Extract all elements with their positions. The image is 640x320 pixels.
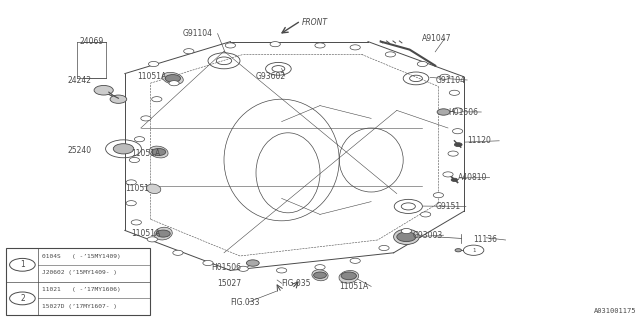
Ellipse shape — [154, 227, 172, 240]
Circle shape — [454, 143, 462, 147]
Circle shape — [276, 268, 287, 273]
Circle shape — [246, 260, 259, 266]
Circle shape — [184, 49, 194, 54]
Circle shape — [448, 151, 458, 156]
Text: FRONT: FRONT — [302, 18, 328, 27]
FancyBboxPatch shape — [6, 248, 150, 315]
Circle shape — [126, 201, 136, 206]
Circle shape — [401, 228, 412, 234]
Ellipse shape — [149, 146, 168, 158]
Circle shape — [417, 61, 428, 67]
Circle shape — [315, 265, 325, 270]
Circle shape — [126, 180, 136, 185]
Circle shape — [156, 230, 170, 237]
Circle shape — [110, 95, 127, 103]
Circle shape — [238, 266, 248, 271]
Circle shape — [350, 45, 360, 50]
Circle shape — [397, 232, 416, 242]
Text: A91047: A91047 — [422, 34, 452, 43]
Circle shape — [341, 272, 356, 280]
Circle shape — [379, 245, 389, 251]
Text: A40810: A40810 — [458, 173, 487, 182]
Text: FIG.033: FIG.033 — [230, 298, 260, 307]
Text: A031001175: A031001175 — [595, 308, 637, 314]
Ellipse shape — [394, 229, 419, 244]
Text: FIG.035: FIG.035 — [282, 279, 311, 288]
Ellipse shape — [147, 184, 161, 194]
Text: 0104S   ( -’15MY1409): 0104S ( -’15MY1409) — [42, 253, 120, 259]
Circle shape — [152, 97, 162, 102]
Circle shape — [452, 129, 463, 134]
Circle shape — [173, 250, 183, 255]
Circle shape — [420, 212, 431, 217]
Text: G91104: G91104 — [182, 29, 212, 38]
Ellipse shape — [312, 270, 328, 281]
Text: 11120: 11120 — [467, 136, 491, 145]
Text: 11051A: 11051A — [138, 72, 167, 81]
Circle shape — [385, 52, 396, 57]
Circle shape — [141, 116, 151, 121]
Text: 15027D (’17MY1607- ): 15027D (’17MY1607- ) — [42, 304, 116, 309]
Circle shape — [129, 157, 140, 163]
Circle shape — [165, 75, 180, 82]
Circle shape — [131, 220, 141, 225]
Ellipse shape — [163, 72, 183, 84]
Text: 24069: 24069 — [80, 37, 104, 46]
Circle shape — [350, 258, 360, 263]
Text: 1: 1 — [20, 260, 25, 269]
Circle shape — [147, 237, 157, 242]
Ellipse shape — [339, 270, 358, 283]
Circle shape — [449, 90, 460, 95]
Text: J20602 (’15MY1409- ): J20602 (’15MY1409- ) — [42, 270, 116, 276]
Text: 11136: 11136 — [474, 236, 498, 244]
Text: 11051A: 11051A — [131, 149, 161, 158]
Circle shape — [455, 249, 461, 252]
Circle shape — [148, 61, 159, 67]
Text: 1: 1 — [472, 248, 476, 253]
Circle shape — [451, 178, 458, 181]
Text: G91104: G91104 — [435, 76, 465, 84]
Text: G9151: G9151 — [435, 202, 460, 211]
Circle shape — [433, 193, 444, 198]
Text: 11051: 11051 — [125, 184, 149, 193]
Circle shape — [225, 43, 236, 48]
Text: 11051A: 11051A — [339, 282, 369, 291]
Circle shape — [314, 272, 326, 278]
Text: G93003: G93003 — [413, 231, 443, 240]
Text: H01506: H01506 — [211, 263, 241, 272]
Text: 25240: 25240 — [67, 146, 92, 155]
Text: 24242: 24242 — [67, 76, 92, 84]
Text: 11021   ( -’17MY1606): 11021 ( -’17MY1606) — [42, 287, 120, 292]
Text: G93602: G93602 — [256, 72, 286, 81]
Text: 11051A: 11051A — [131, 229, 161, 238]
Circle shape — [440, 74, 450, 79]
Circle shape — [452, 108, 463, 113]
Circle shape — [270, 42, 280, 47]
Circle shape — [152, 148, 166, 156]
Text: H01506: H01506 — [448, 108, 478, 116]
Circle shape — [169, 81, 179, 86]
Circle shape — [94, 85, 113, 95]
Circle shape — [443, 172, 453, 177]
Circle shape — [203, 260, 213, 266]
Circle shape — [134, 137, 145, 142]
Text: 2: 2 — [20, 294, 25, 303]
Circle shape — [437, 109, 450, 115]
Circle shape — [315, 43, 325, 48]
Text: 15027: 15027 — [218, 279, 242, 288]
Circle shape — [113, 144, 134, 154]
